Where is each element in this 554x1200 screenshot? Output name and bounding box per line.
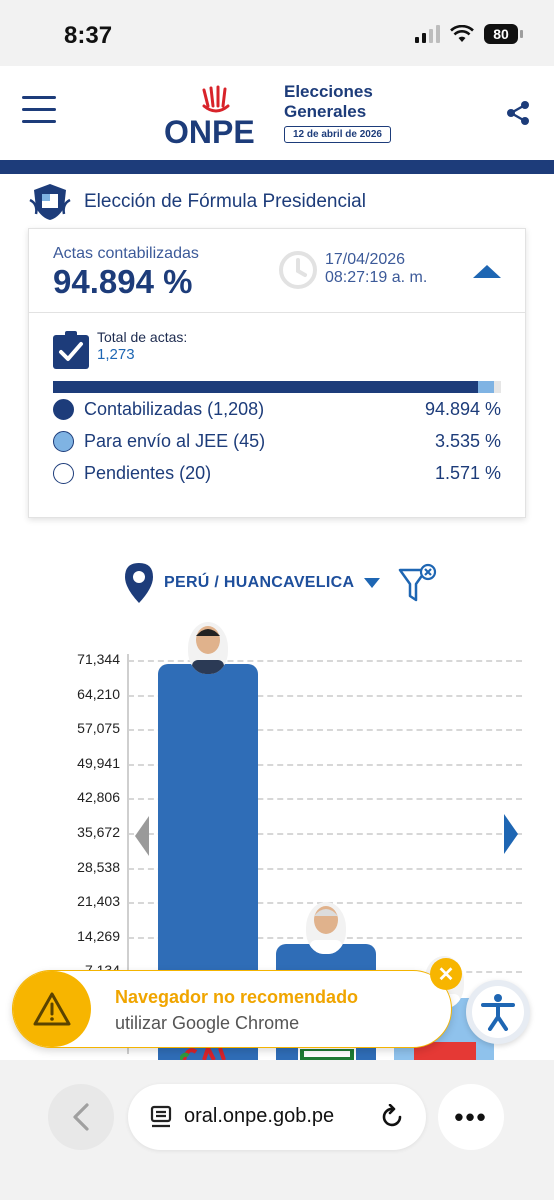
y-axis-line [127,654,129,1054]
y-tick-label: 42,806 [77,789,120,806]
menu-icon[interactable] [22,96,56,126]
location-pin-icon [125,563,153,603]
checklist-icon [53,331,89,369]
more-options-icon[interactable]: ••• [438,1084,504,1150]
legend-label: Para envío al JEE (45) [84,431,266,451]
accessibility-icon [481,994,515,1031]
y-tick-label: 71,344 [77,651,120,667]
chevron-down-icon [364,578,381,588]
actas-progress-bar [53,381,501,393]
header-title-line2: Generales [284,102,367,121]
gridline [128,729,522,732]
party-logo-1 [180,1044,226,1060]
progress-pendientes [493,381,501,393]
voting-hand-icon [202,85,230,113]
total-actas-label: Total de actas: [97,329,188,345]
actas-percent: 94.894 % [53,263,193,300]
accessibility-button[interactable] [466,980,530,1044]
banner-title: Navegador no recomendado [115,987,359,1007]
browser-toolbar: oral.onpe.gob.pe ••• [0,1060,554,1200]
actas-label: Actas contabilizadas [53,245,199,262]
cellular-signal-icon [415,25,440,43]
candidate-photo [188,622,228,674]
banner-subtitle: utilizar Google Chrome [115,1013,300,1033]
logo-word: ONPE [164,114,255,150]
progress-contabilizadas [53,381,479,393]
total-actas-value: 1,273 [97,346,135,363]
legend-percent: 94.894 % [424,399,501,419]
coat-of-arms-icon [29,184,71,220]
legend-pendientes: Pendientes (20) 1.571 % [53,463,501,484]
header-title-line1: Elecciones [284,82,373,101]
next-arrow-icon[interactable] [504,814,518,854]
warning-bubble [13,971,91,1047]
y-tick-label: 49,941 [77,754,120,771]
header-divider [0,160,554,174]
wifi-icon [450,25,474,42]
legend-percent: 1.571 % [434,463,501,483]
legend-dot [53,463,74,484]
previous-arrow-icon[interactable] [135,816,149,856]
url-text: oral.onpe.gob.pe [184,1105,335,1127]
y-tick-label: 14,269 [77,927,120,944]
updated-time: 08:27:19 a. m. [325,269,428,286]
status-time: 8:37 [64,22,113,49]
reload-icon[interactable] [380,1104,406,1130]
status-icons: 80 [415,24,523,44]
warning-triangle-icon [33,992,71,1026]
gridline [128,660,522,662]
back-button[interactable] [48,1084,114,1150]
party-logo-3 [414,1042,476,1060]
onpe-logo: ONPE Elecciones Generales 12 de abril de… [164,80,404,152]
battery-icon: 80 [484,24,523,44]
header-title: Elecciones Generales [284,82,373,122]
chevron-left-icon [73,1103,89,1131]
close-icon[interactable]: ✕ [430,958,462,990]
updated-date: 17/04/2026 [325,251,406,268]
progress-jee [478,381,494,393]
legend-contabilizadas: Contabilizadas (1,208) 94.894 % [53,399,501,420]
app-header: ONPE Elecciones Generales 12 de abril de… [0,66,554,162]
reader-mode-icon [150,1105,172,1128]
legend-dot [53,431,74,452]
browser-warning-banner: Navegador no recomendado utilizar Google… [12,970,452,1048]
collapse-arrow-icon[interactable] [473,265,501,278]
gridline [128,833,522,835]
gridline [128,798,522,801]
clear-filter-icon[interactable] [396,562,440,606]
y-tick-label: 35,672 [77,824,120,840]
legend-jee: Para envío al JEE (45) 3.535 % [53,431,501,452]
status-bar: 8:37 80 [0,0,554,66]
actas-summary-header[interactable]: Actas contabilizadas 94.894 % 17/04/2026… [29,229,525,313]
y-tick-label: 64,210 [77,685,120,702]
legend-dot [53,399,74,420]
legend-label: Pendientes (20) [84,463,212,483]
y-tick-label: 57,075 [77,720,120,737]
election-date-badge: 12 de abril de 2026 [284,126,391,143]
location-selector[interactable]: PERÚ / HUANCAVELICA [124,562,381,604]
location-text: PERÚ / HUANCAVELICA [164,574,355,591]
legend-label: Contabilizadas (1,208) [84,399,265,419]
history-clock-icon [279,251,317,289]
gridline [128,694,522,697]
gridline [128,867,522,870]
candidate-photo [306,902,346,954]
section-heading: Elección de Fórmula Presidencial [28,182,366,222]
section-title: Elección de Fórmula Presidencial [84,191,366,212]
legend-percent: 3.535 % [434,431,501,451]
y-tick-label: 28,538 [77,858,120,875]
party-logo-2 [298,1046,356,1060]
actas-summary-card: Actas contabilizadas 94.894 % 17/04/2026… [28,228,526,518]
share-icon[interactable] [506,100,530,126]
gridline [128,763,522,766]
y-tick-label: 21,403 [77,893,120,910]
address-bar[interactable]: oral.onpe.gob.pe [128,1084,426,1150]
